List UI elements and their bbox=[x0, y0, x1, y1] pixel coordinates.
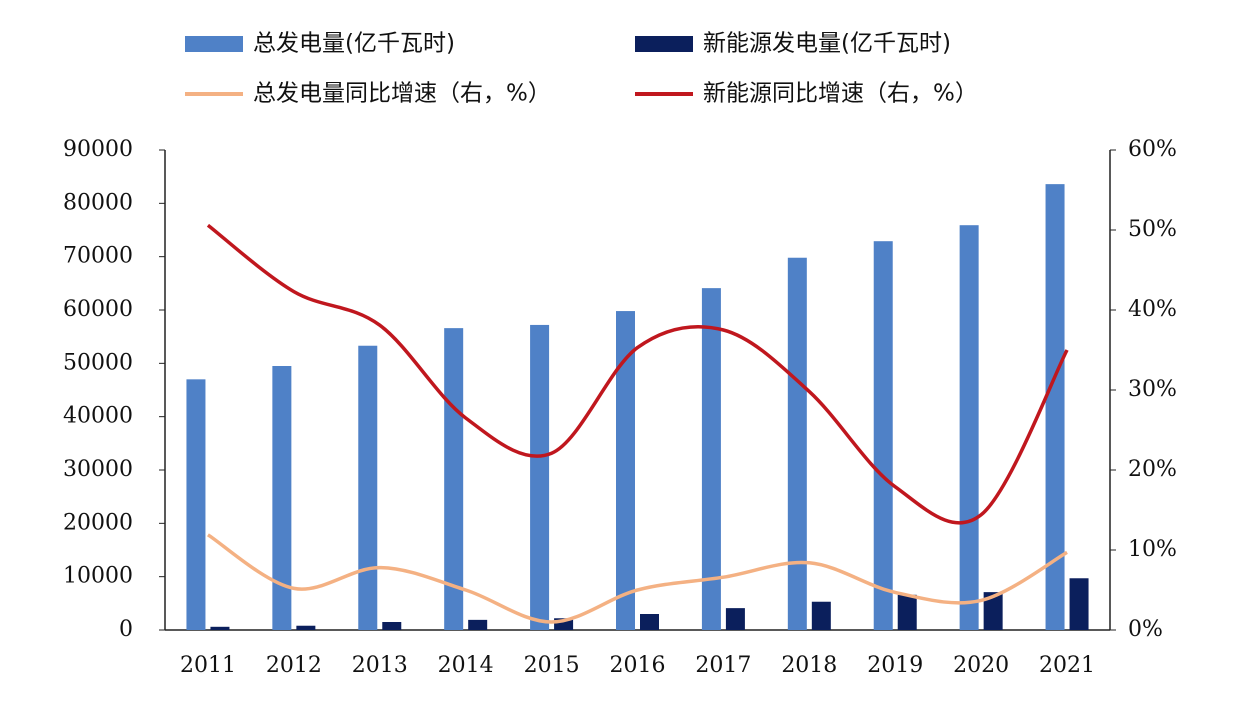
y-tick-label: 80000 bbox=[63, 190, 133, 215]
legend-label: 总发电量同比增速（右，%） bbox=[253, 81, 551, 107]
x-tick-label: 2016 bbox=[610, 653, 666, 678]
bar bbox=[530, 324, 550, 630]
bar bbox=[296, 625, 316, 630]
y2-tick-label: 30% bbox=[1128, 377, 1177, 402]
y2-tick-label: 50% bbox=[1128, 217, 1177, 242]
bar bbox=[468, 619, 488, 630]
bar bbox=[616, 311, 635, 630]
bar bbox=[358, 345, 378, 630]
x-tick-label: 2017 bbox=[695, 653, 751, 678]
line bbox=[206, 223, 1069, 525]
bar bbox=[787, 257, 807, 630]
x-tick-label: 2020 bbox=[953, 653, 1009, 678]
y-tick-label: 60000 bbox=[63, 297, 133, 322]
legend-swatch bbox=[635, 36, 693, 52]
x-tick-label: 2013 bbox=[352, 653, 408, 678]
y-tick-label: 50000 bbox=[63, 350, 133, 375]
y-tick-label: 10000 bbox=[63, 564, 133, 589]
y2-tick-label: 20% bbox=[1128, 457, 1177, 482]
y2-tick-label: 10% bbox=[1128, 537, 1177, 562]
line bbox=[207, 533, 1068, 624]
bar bbox=[811, 601, 831, 630]
bar bbox=[873, 241, 893, 630]
bar bbox=[554, 618, 574, 630]
x-tick-label: 2019 bbox=[867, 653, 923, 678]
x-tick-label: 2018 bbox=[781, 653, 837, 678]
y-tick-label: 30000 bbox=[63, 457, 133, 482]
x-tick-label: 2015 bbox=[524, 653, 580, 678]
bar bbox=[382, 622, 402, 630]
bar bbox=[701, 288, 721, 630]
bar bbox=[897, 594, 917, 630]
y2-tick-label: 40% bbox=[1128, 297, 1177, 322]
legend-label: 总发电量(亿千瓦时) bbox=[253, 31, 455, 57]
y-tick-label: 90000 bbox=[63, 137, 133, 162]
y-tick-label: 70000 bbox=[63, 244, 133, 269]
x-tick-label: 2014 bbox=[438, 653, 494, 678]
x-tick-label: 2012 bbox=[266, 653, 322, 678]
x-tick-label: 2021 bbox=[1039, 653, 1095, 678]
y-tick-label: 40000 bbox=[63, 404, 133, 429]
bar bbox=[640, 614, 659, 630]
bar bbox=[1045, 184, 1065, 630]
y-tick-label: 20000 bbox=[63, 510, 133, 535]
legend-label: 新能源同比增速（右，%） bbox=[703, 81, 978, 107]
bar bbox=[210, 626, 230, 630]
y2-tick-label: 60% bbox=[1128, 137, 1177, 162]
legend-label: 新能源发电量(亿千瓦时) bbox=[703, 31, 951, 57]
y-tick-label: 0 bbox=[119, 617, 133, 642]
bar bbox=[959, 225, 979, 630]
bar bbox=[1069, 578, 1089, 630]
bar bbox=[272, 366, 292, 630]
bar bbox=[186, 379, 206, 630]
bar bbox=[725, 608, 745, 630]
x-tick-label: 2011 bbox=[180, 653, 236, 678]
y2-tick-label: 0% bbox=[1128, 617, 1163, 642]
bar bbox=[983, 592, 1003, 630]
legend-swatch bbox=[185, 36, 243, 52]
